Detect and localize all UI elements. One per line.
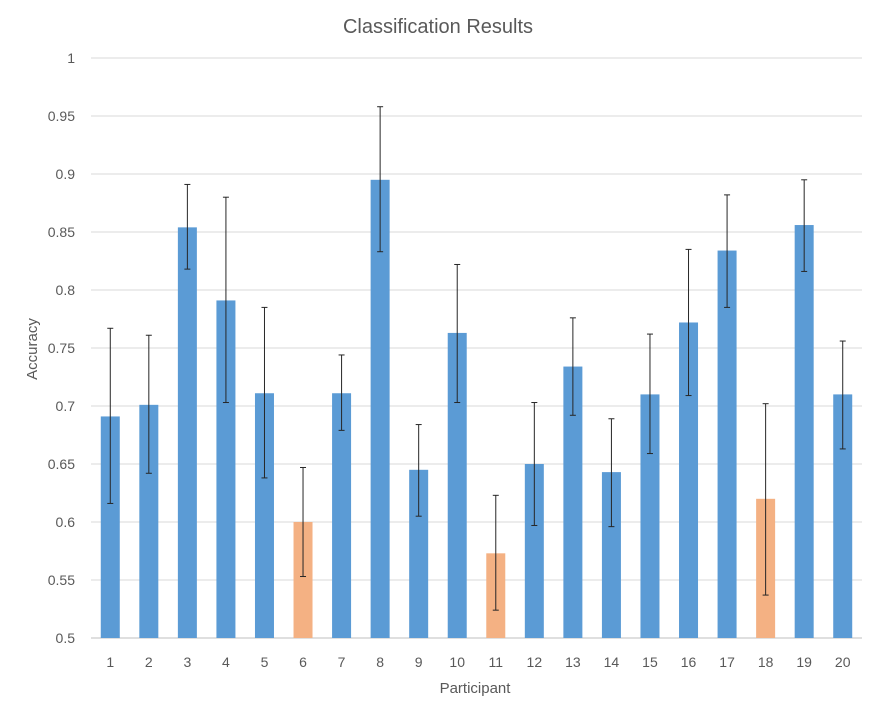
error-bar-participant-20 <box>839 340 846 450</box>
x-tick-label: 19 <box>796 654 812 670</box>
bar-participant-10 <box>447 332 467 638</box>
error-bar-participant-5 <box>261 306 268 479</box>
x-tick-label: 4 <box>222 654 230 670</box>
x-tick-label: 9 <box>415 654 423 670</box>
chart-title: Classification Results <box>343 16 533 38</box>
bar-participant-13 <box>563 366 583 638</box>
y-tick-label: 0.6 <box>56 514 76 530</box>
x-axis-label: Participant <box>440 680 512 697</box>
bar-participant-19 <box>794 225 814 639</box>
y-axis-ticks: 0.5 0.55 0.6 0.65 0.7 0.75 0.8 0.85 0.9 0.95 1 <box>48 50 75 646</box>
error-bar-participant-18 <box>762 403 769 596</box>
y-tick-label: 0.65 <box>48 456 75 472</box>
y-tick-label: 0.8 <box>56 282 76 298</box>
bar-participant-4 <box>216 300 236 638</box>
x-tick-label: 11 <box>489 654 504 670</box>
error-bar-participant-7 <box>338 354 345 431</box>
x-tick-label: 18 <box>758 654 774 670</box>
error-bar-participant-14 <box>608 418 615 528</box>
bar-participant-12 <box>524 464 544 638</box>
bar-participant-1 <box>100 416 120 638</box>
x-tick-label: 7 <box>338 654 346 670</box>
bar-participant-15 <box>640 394 660 638</box>
x-tick-label: 3 <box>183 654 191 670</box>
x-tick-label: 15 <box>642 654 658 670</box>
x-tick-label: 16 <box>681 654 697 670</box>
error-bar-participant-8 <box>377 106 384 253</box>
error-bar-participant-16 <box>685 248 692 397</box>
bar-participant-14 <box>601 472 621 638</box>
bar-participant-8 <box>370 179 390 639</box>
error-bar-participant-13 <box>569 317 576 416</box>
x-tick-label: 20 <box>835 654 851 670</box>
error-bar-participant-6 <box>300 466 307 578</box>
bar-participant-16 <box>679 322 699 638</box>
error-bar-participant-4 <box>222 196 229 404</box>
x-tick-label: 12 <box>527 654 543 670</box>
y-tick-label: 0.5 <box>56 630 76 646</box>
x-tick-label: 14 <box>604 654 620 670</box>
error-bar-participant-11 <box>492 494 499 611</box>
bar-participant-3 <box>177 227 197 639</box>
bars <box>100 179 853 639</box>
y-tick-label: 0.85 <box>48 224 75 240</box>
error-bar-participant-3 <box>184 183 191 270</box>
error-bars <box>107 106 846 611</box>
error-bar-participant-10 <box>454 263 461 404</box>
y-tick-label: 1 <box>67 50 75 66</box>
error-bar-participant-19 <box>801 179 808 272</box>
x-tick-label: 2 <box>145 654 153 670</box>
y-tick-label: 0.7 <box>56 398 76 414</box>
error-bar-participant-17 <box>724 194 731 308</box>
x-tick-label: 10 <box>449 654 465 670</box>
error-bar-participant-15 <box>646 333 653 455</box>
x-tick-label: 5 <box>261 654 269 670</box>
error-bar-participant-12 <box>531 402 538 526</box>
bar-participant-5 <box>254 393 274 638</box>
x-tick-label: 6 <box>299 654 307 670</box>
x-tick-label: 13 <box>565 654 581 670</box>
bar-participant-9 <box>409 469 429 638</box>
x-tick-label: 8 <box>376 654 384 670</box>
y-axis-label: Accuracy <box>24 318 41 380</box>
error-bar-participant-1 <box>107 327 114 504</box>
y-tick-label: 0.55 <box>48 572 75 588</box>
bar-participant-2 <box>139 404 159 638</box>
x-tick-label: 17 <box>719 654 735 670</box>
bar-participant-6 <box>293 522 313 638</box>
bar-participant-17 <box>717 250 737 638</box>
x-axis-ticks: 1 2 3 4 5 6 7 8 9 10 11 12 13 14 15 16 17 18 19 20 <box>106 654 850 670</box>
y-tick-label: 0.95 <box>48 108 75 124</box>
y-tick-label: 0.75 <box>48 340 75 356</box>
gridlines <box>91 57 862 639</box>
x-tick-label: 1 <box>106 654 114 670</box>
error-bar-participant-9 <box>415 424 422 517</box>
bar-participant-7 <box>332 393 352 638</box>
error-bar-participant-2 <box>145 334 152 474</box>
bar-participant-20 <box>833 394 853 638</box>
y-tick-label: 0.9 <box>56 166 76 182</box>
